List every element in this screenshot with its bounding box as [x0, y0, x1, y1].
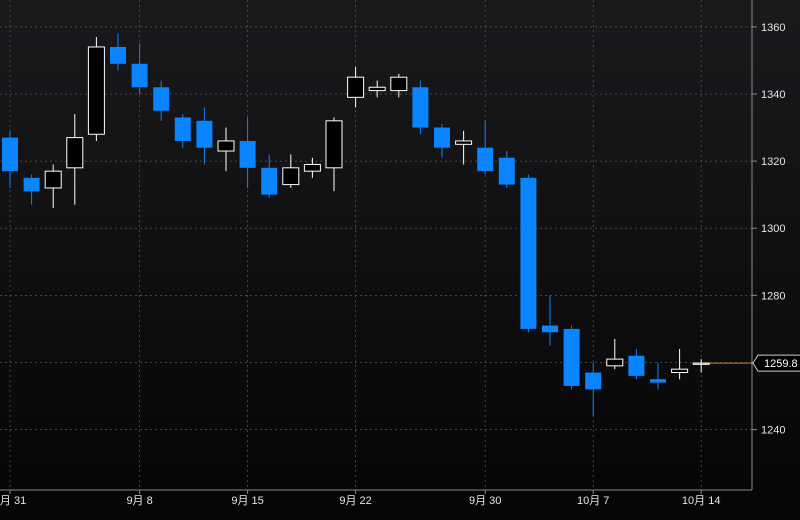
candle: [44, 164, 62, 209]
candle-body-down: [563, 328, 580, 386]
x-tick-label: 10月 7: [577, 495, 609, 507]
candle-body-down: [261, 167, 278, 195]
candle-body-down: [131, 63, 148, 88]
candle: [303, 157, 321, 178]
candle-body-down: [412, 87, 429, 128]
candle-body-down: [520, 177, 537, 329]
candle-body-up: [66, 137, 84, 169]
x-tick-label: 9月 15: [231, 495, 263, 507]
candle-body-down: [585, 372, 602, 390]
candle-body-down: [196, 120, 213, 148]
candle: [606, 338, 624, 370]
candle-body-down: [23, 177, 40, 192]
candle-body-down: [650, 379, 666, 383]
candles: [2, 33, 710, 417]
candle: [692, 359, 710, 373]
candle-body-up: [692, 362, 710, 365]
candle-body-down: [110, 46, 126, 64]
x-tick-label: 9月 8: [126, 495, 152, 507]
axes: [0, 0, 757, 494]
candle-body-up: [282, 167, 300, 186]
y-tick-label: 1340: [761, 89, 785, 101]
candle-body-up: [217, 140, 235, 152]
candle: [23, 174, 40, 205]
candle: [542, 295, 558, 346]
candle-body-up: [455, 140, 473, 145]
candle: [498, 151, 515, 188]
last-price-label: 1259.8: [764, 358, 798, 370]
candle-body-down: [434, 127, 450, 148]
candle: [196, 107, 213, 165]
x-tick-label: 8月 31: [0, 495, 26, 507]
candle-body-up: [671, 368, 689, 374]
y-tick-label: 1240: [761, 425, 785, 437]
candle-body-down: [239, 140, 256, 168]
candle: [455, 130, 473, 165]
candle-body-up: [303, 163, 321, 172]
candle: [368, 80, 386, 98]
candle: [174, 114, 191, 148]
candle: [671, 349, 689, 380]
candle: [282, 154, 300, 188]
candle-body-down: [498, 157, 515, 185]
candle: [520, 174, 537, 333]
candle: [390, 73, 408, 98]
candle-body-up: [347, 76, 365, 98]
grid-lines: [0, 0, 752, 490]
candle-body-up: [368, 86, 386, 92]
x-tick-label: 9月 22: [339, 495, 371, 507]
y-tick-label: 1300: [761, 223, 785, 235]
x-tick-label: 9月 30: [469, 495, 501, 507]
candle: [66, 114, 84, 205]
candle-body-down: [174, 117, 191, 141]
candle: [412, 80, 429, 135]
y-tick-label: 1320: [761, 156, 785, 168]
candle: [325, 117, 343, 192]
candle-body-down: [477, 147, 494, 172]
candle: [110, 33, 126, 71]
candle-body-down: [628, 355, 645, 376]
candle: [585, 362, 602, 417]
last-price-box: [752, 354, 800, 372]
candle-body-down: [153, 87, 170, 111]
candle: [131, 43, 148, 94]
candle: [261, 154, 278, 199]
candle-body-down: [2, 137, 18, 172]
candle-body-up: [325, 120, 343, 169]
candle: [650, 362, 666, 390]
candle: [434, 124, 450, 158]
candle-body-down: [542, 325, 558, 333]
candle: [87, 36, 105, 141]
candle: [2, 130, 18, 188]
x-tick-label: 10月 14: [682, 495, 721, 507]
candle: [153, 80, 170, 121]
candle: [239, 117, 256, 188]
candle-body-up: [44, 170, 62, 189]
candle: [347, 67, 365, 108]
candle: [563, 325, 580, 390]
candle: [477, 120, 494, 175]
y-tick-label: 1360: [761, 22, 785, 34]
candle-body-up: [606, 358, 624, 367]
candle-body-up: [87, 46, 105, 135]
candle-body-up: [390, 76, 408, 92]
candle: [628, 349, 645, 380]
y-tick-label: 1280: [761, 290, 785, 302]
candle: [217, 127, 235, 172]
